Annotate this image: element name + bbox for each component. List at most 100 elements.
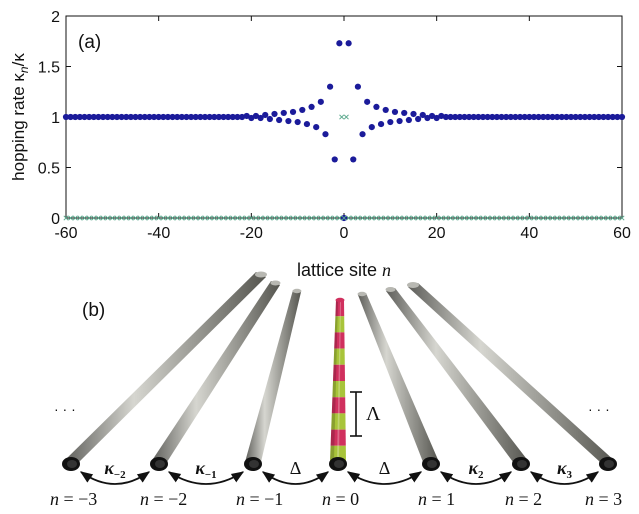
data-point-dot bbox=[123, 113, 130, 121]
data-point-dot bbox=[540, 113, 547, 121]
data-point-x bbox=[183, 215, 190, 221]
data-point-dot bbox=[567, 113, 575, 121]
data-point-dot bbox=[530, 113, 538, 121]
coupling-label-base: Δ bbox=[290, 458, 302, 478]
x-tick-label: 20 bbox=[428, 225, 446, 242]
data-point-x bbox=[531, 215, 537, 221]
data-point-x bbox=[512, 215, 518, 221]
data-point-dot bbox=[600, 113, 607, 121]
data-point-dot bbox=[90, 113, 97, 121]
data-point-x bbox=[494, 215, 500, 221]
data-point-dot bbox=[364, 98, 371, 105]
data-point-dot bbox=[132, 113, 139, 121]
data-point-x bbox=[197, 215, 203, 221]
site-label-var: n bbox=[585, 489, 594, 509]
data-point-dot bbox=[415, 115, 422, 123]
data-point-dot bbox=[164, 113, 172, 121]
panel-a-label: (a) bbox=[78, 32, 101, 53]
data-point-dot bbox=[188, 113, 195, 121]
data-point-x bbox=[503, 215, 509, 221]
data-point-dot bbox=[248, 114, 255, 122]
data-point-x bbox=[424, 215, 430, 221]
data-point-x bbox=[285, 215, 291, 221]
data-point-dot bbox=[178, 113, 185, 121]
data-point-x bbox=[281, 215, 287, 221]
data-point-dot bbox=[285, 117, 292, 125]
coupling-arrow bbox=[346, 471, 423, 485]
data-point-dot bbox=[141, 113, 148, 121]
data-point-dot bbox=[206, 113, 213, 121]
data-point-x bbox=[471, 215, 477, 221]
coupling-label: κ−2 bbox=[104, 458, 126, 481]
data-point-dot bbox=[428, 112, 436, 120]
data-point-dot bbox=[586, 113, 593, 121]
data-point-dot bbox=[234, 113, 241, 121]
series-filled-dots bbox=[62, 40, 626, 222]
data-point-dot bbox=[262, 111, 269, 119]
data-point-dot bbox=[405, 116, 412, 124]
data-point-x bbox=[536, 215, 542, 221]
data-point-dot bbox=[317, 98, 324, 105]
data-point-dot bbox=[554, 113, 561, 121]
data-point-x bbox=[448, 215, 454, 221]
data-point-dot bbox=[345, 40, 352, 47]
data-point-x bbox=[540, 215, 546, 221]
data-point-x bbox=[406, 215, 412, 221]
site-label-value: = −2 bbox=[149, 489, 187, 509]
data-point-x bbox=[378, 215, 384, 221]
data-point-x bbox=[577, 215, 583, 221]
data-point-dot bbox=[118, 113, 125, 121]
data-point-dot bbox=[72, 113, 79, 121]
data-point-x bbox=[526, 215, 532, 221]
y-axis-label: hopping rate κn/κ bbox=[9, 53, 31, 181]
data-point-x bbox=[179, 215, 185, 221]
data-point-dot bbox=[150, 113, 158, 121]
data-point-x bbox=[258, 215, 264, 221]
site-label-value: = −1 bbox=[245, 489, 283, 509]
data-point-dot bbox=[382, 106, 389, 114]
data-point-x bbox=[100, 215, 106, 221]
data-point-dot bbox=[155, 113, 162, 121]
data-point-x bbox=[230, 215, 236, 221]
data-point-dot bbox=[289, 108, 297, 116]
data-point-dot bbox=[396, 117, 403, 125]
waveguide-n-minus-3 bbox=[62, 271, 267, 471]
data-point-dot bbox=[470, 113, 477, 121]
site-label: n = −2 bbox=[140, 489, 187, 509]
coupling-label-base: κ bbox=[104, 458, 114, 478]
data-point-x bbox=[355, 215, 361, 221]
data-point-x bbox=[498, 215, 505, 221]
data-point-x bbox=[105, 215, 111, 221]
data-point-dot bbox=[243, 112, 250, 120]
coupling-label: Δ bbox=[290, 458, 302, 478]
data-point-x bbox=[304, 215, 310, 221]
data-point-dot bbox=[225, 113, 232, 121]
data-point-dot bbox=[109, 113, 116, 121]
data-point-x bbox=[373, 215, 379, 221]
data-point-x bbox=[364, 215, 370, 221]
data-point-dot bbox=[489, 113, 496, 121]
y-axis-label-tail: /κ bbox=[9, 53, 28, 67]
data-point-x bbox=[211, 215, 217, 221]
data-point-x bbox=[619, 215, 625, 221]
data-point-dot bbox=[516, 113, 524, 121]
coupling-label: κ3 bbox=[557, 458, 573, 481]
y-tick-label: 1 bbox=[51, 110, 60, 127]
site-label-var: n bbox=[322, 489, 331, 509]
coupling-arrow bbox=[439, 471, 513, 485]
ellipsis-right: · · · bbox=[588, 401, 610, 417]
data-point-dot bbox=[331, 156, 338, 163]
waveguide-n-3 bbox=[407, 282, 617, 471]
data-point-dot bbox=[466, 113, 473, 121]
data-point-x bbox=[77, 215, 83, 221]
data-point-x bbox=[170, 215, 176, 221]
data-point-x bbox=[383, 215, 389, 221]
data-point-dot bbox=[526, 113, 533, 121]
data-point-dot bbox=[521, 113, 528, 121]
data-point-x bbox=[290, 215, 296, 221]
x-axis-label-var: n bbox=[382, 260, 391, 280]
data-point-x bbox=[109, 215, 115, 221]
site-label: n = −1 bbox=[236, 489, 283, 509]
data-point-dot bbox=[215, 113, 222, 121]
coupling-arrow bbox=[261, 471, 330, 485]
